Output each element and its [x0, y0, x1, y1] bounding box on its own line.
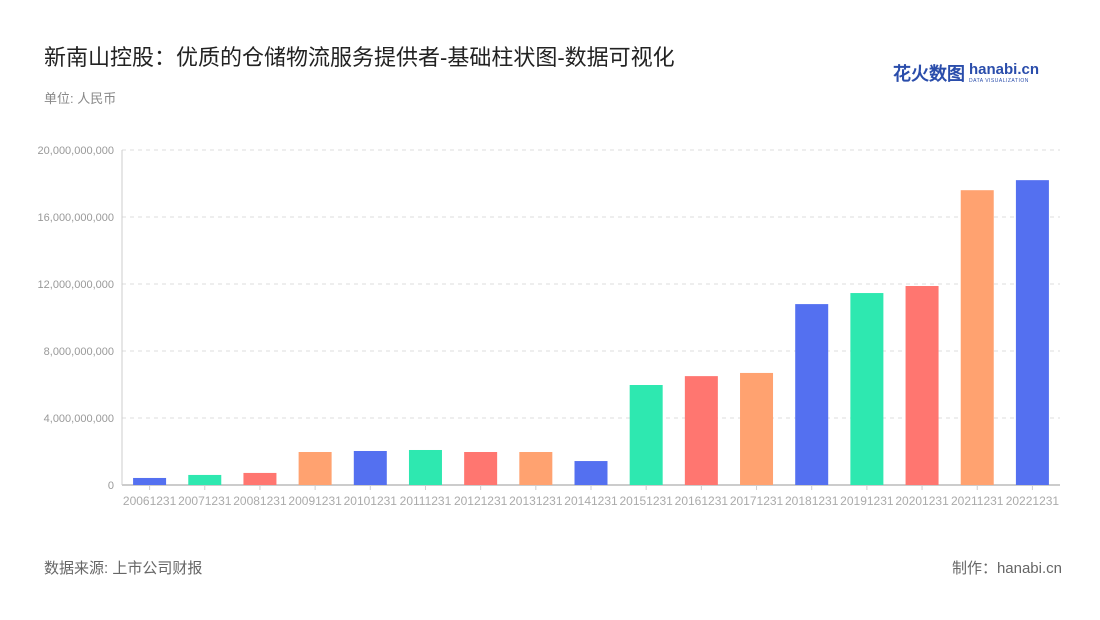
x-tick-label: 20091231	[288, 494, 342, 508]
x-tick-label: 20221231	[1006, 494, 1060, 508]
chart-title: 新南山控股：优质的仓储物流服务提供者-基础柱状图-数据可视化	[44, 45, 675, 70]
x-tick-label: 20161231	[675, 494, 729, 508]
credit: 制作：hanabi.cn	[951, 560, 1062, 577]
y-tick-label: 4,000,000,000	[44, 413, 114, 425]
x-tick-label: 20151231	[619, 494, 673, 508]
x-tick-label: 20181231	[785, 494, 839, 508]
bar	[408, 449, 442, 485]
y-tick-label: 8,000,000,000	[44, 346, 114, 358]
bar	[795, 304, 829, 485]
bar	[850, 293, 884, 485]
bar	[629, 385, 663, 485]
y-tick-label: 0	[108, 480, 114, 492]
bar	[1015, 180, 1049, 485]
bar	[684, 376, 718, 485]
y-tick-label: 12,000,000,000	[38, 279, 114, 291]
bar	[133, 477, 167, 485]
x-tick-label: 20191231	[840, 494, 894, 508]
bar	[519, 452, 553, 485]
bar	[188, 474, 222, 485]
bar	[353, 450, 387, 485]
y-tick-label: 20,000,000,000	[38, 145, 114, 157]
bar	[243, 472, 277, 485]
x-tick-label: 20121231	[454, 494, 508, 508]
x-tick-label: 20111231	[400, 494, 452, 508]
x-tick-label: 20201231	[895, 494, 949, 508]
y-tick-label: 16,000,000,000	[38, 212, 114, 224]
data-source: 数据来源: 上市公司财报	[44, 560, 203, 577]
bar	[905, 286, 939, 485]
x-tick-label: 20141231	[564, 494, 618, 508]
bar	[464, 452, 498, 485]
logo-en: hanabi.cn	[969, 61, 1040, 78]
bar	[960, 190, 994, 485]
logo-tagline: DATA VISUALIZATION	[969, 77, 1029, 84]
x-tick-label: 20071231	[178, 494, 232, 508]
x-tick-label: 20101231	[344, 494, 398, 508]
x-tick-label: 20211231	[951, 494, 1004, 508]
hanabi-logo: 花火数图 hanabi.cn DATA VISUALIZATION	[893, 60, 1039, 86]
x-tick-label: 20131231	[509, 494, 563, 508]
x-tick-label: 20171231	[730, 494, 784, 508]
chart-subtitle: 单位: 人民币	[44, 91, 117, 106]
logo-cn: 花火数图	[893, 64, 965, 84]
bar	[298, 452, 332, 485]
bar	[740, 372, 774, 485]
x-tick-label: 20081231	[233, 494, 287, 508]
bar	[574, 461, 608, 485]
x-tick-label: 20061231	[123, 494, 177, 508]
